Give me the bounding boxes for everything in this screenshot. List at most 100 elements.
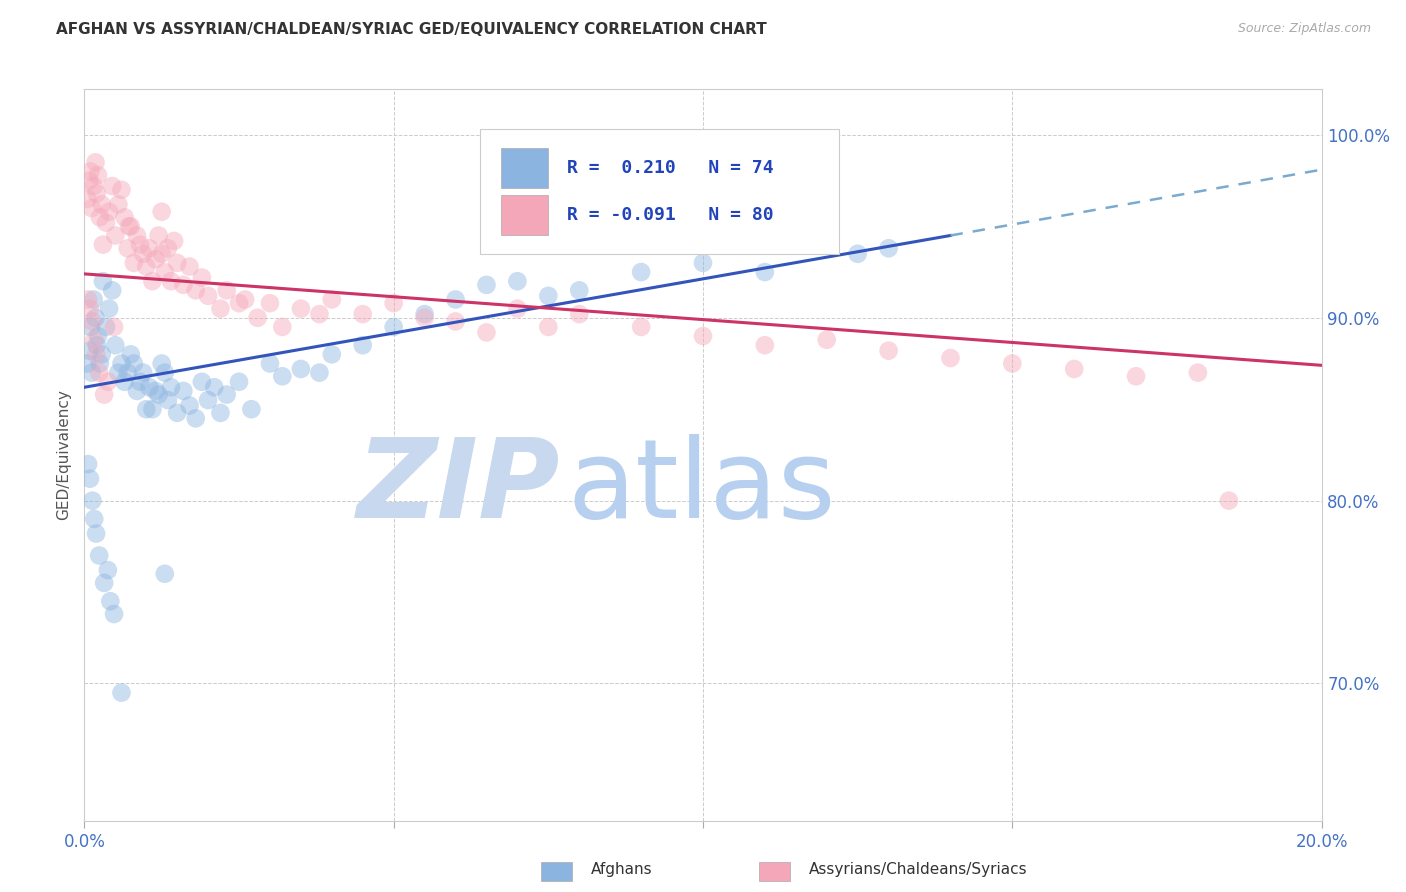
Text: Assyrians/Chaldeans/Syriacs: Assyrians/Chaldeans/Syriacs [808,863,1026,877]
Text: ZIP: ZIP [357,434,561,541]
Point [82,493,104,508]
Text: AFGHAN VS ASSYRIAN/CHALDEAN/SYRIAC GED/EQUIVALENCY CORRELATION CHART: AFGHAN VS ASSYRIAN/CHALDEAN/SYRIAC GED/E… [56,22,768,37]
Point [172,277,194,292]
Point [141,274,163,288]
Point [413,307,436,321]
Point [107,197,129,211]
Point [120,219,142,234]
Point [94,216,117,230]
Point [83,333,105,347]
Point [537,289,560,303]
Point [84,347,107,361]
Point [233,293,256,307]
Point [197,289,219,303]
Point [166,406,188,420]
Point [86,186,108,201]
Point [93,576,115,591]
Point [290,301,312,316]
Point [156,393,179,408]
Point [101,179,124,194]
Point [321,293,343,307]
Point [163,234,186,248]
Bar [502,195,548,235]
Point [215,387,238,401]
Point [89,549,111,563]
Point [104,228,127,243]
Point [153,366,176,380]
Point [90,197,112,211]
Point [259,296,281,310]
Point [321,347,343,361]
Text: Afghans: Afghans [591,863,652,877]
Point [246,310,269,325]
Point [382,296,405,310]
Point [568,307,591,321]
Point [83,179,105,194]
Point [148,387,170,401]
Point [1001,356,1024,371]
Point [120,347,142,361]
Point [82,314,104,328]
Point [93,387,115,401]
Point [132,366,155,380]
Point [117,366,139,380]
Point [129,237,152,252]
Point [79,301,101,316]
Point [103,319,125,334]
Point [141,402,163,417]
Point [91,274,114,288]
Point [114,375,136,389]
Point [191,270,214,285]
Point [568,284,591,298]
Point [83,293,105,307]
Point [150,204,173,219]
Point [197,393,219,408]
Point [91,237,114,252]
Point [308,307,330,321]
Point [271,319,294,334]
Point [352,338,374,352]
Point [228,375,250,389]
Point [184,411,207,425]
Point [475,326,498,340]
Point [259,356,281,371]
Point [97,375,120,389]
Point [84,526,107,541]
Bar [502,148,548,188]
Point [1187,366,1209,380]
Point [77,293,100,307]
Point [506,301,529,316]
Point [118,219,141,234]
Point [80,366,103,380]
Point [97,563,120,577]
Point [80,201,103,215]
Point [382,319,405,334]
Point [98,594,121,608]
Point [87,168,110,182]
Point [475,277,498,292]
Point [138,380,160,394]
Point [877,343,900,358]
Text: atlas: atlas [567,434,835,541]
Point [209,301,232,316]
Point [352,307,374,321]
Point [101,284,124,298]
Point [77,457,100,471]
Point [202,380,225,394]
Point [79,472,101,486]
Point [84,310,107,325]
Point [939,351,962,365]
Point [110,356,132,371]
Point [692,256,714,270]
Point [89,356,111,371]
Point [145,384,167,398]
Point [156,241,179,255]
Point [444,293,467,307]
Point [84,155,107,169]
Point [135,260,157,274]
Point [94,319,117,334]
Point [537,319,560,334]
Point [754,338,776,352]
Point [160,274,183,288]
Point [79,343,101,358]
